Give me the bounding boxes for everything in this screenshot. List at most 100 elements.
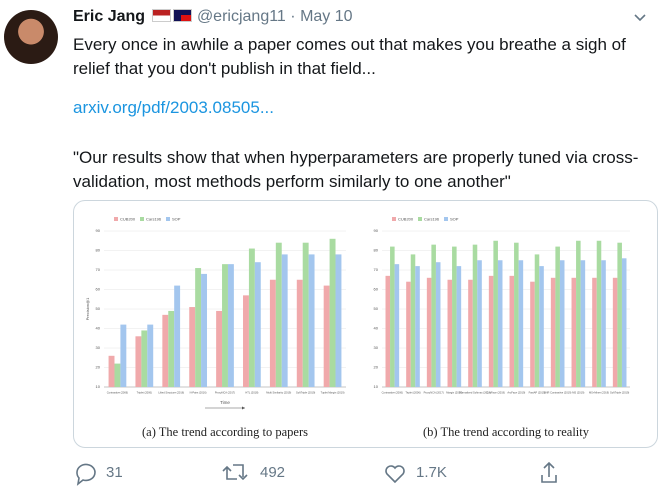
x-tick-label: Triplet (2006): [405, 391, 420, 395]
legend-swatch: [444, 217, 448, 221]
x-tick-label: Normalized Softmax (2017): [459, 391, 491, 395]
bar: [617, 242, 622, 387]
bar: [174, 285, 181, 387]
bar: [612, 277, 618, 387]
bar: [592, 277, 597, 387]
bar: [468, 279, 473, 387]
x-tick-label: SoftTriple (2019): [296, 391, 315, 395]
bar: [580, 260, 586, 387]
reply-count: 31: [106, 464, 123, 481]
separator: ·: [290, 8, 296, 25]
tweet-link[interactable]: arxiv.org/pdf/2003.08505...: [73, 98, 274, 117]
y-tick-label: 20: [96, 365, 101, 370]
y-tick-label: 10: [374, 384, 379, 389]
bar: [406, 281, 411, 387]
bar: [426, 277, 432, 387]
bar: [509, 275, 515, 387]
y-tick-label: 70: [96, 267, 101, 272]
flags: [173, 9, 193, 22]
y-tick-label: 60: [96, 287, 101, 292]
bar: [559, 260, 565, 387]
y-tick-label: 30: [374, 345, 379, 350]
bar: [576, 240, 581, 387]
x-tick-label: HTL (2018): [245, 391, 258, 395]
chart-image: 10 20 30 40 50 60 70 80 90 Precision@1 CUB200 Cars1…: [85, 217, 630, 439]
bar: [596, 240, 602, 387]
y-tick-label: 60: [374, 287, 379, 292]
y-tick-label: 10: [96, 384, 101, 389]
bar: [141, 330, 148, 387]
legend-swatch: [166, 217, 170, 221]
bar: [621, 258, 627, 387]
bar: [114, 363, 121, 387]
bar: [269, 279, 276, 387]
legend-label: CUB200: [398, 217, 414, 222]
bar: [243, 295, 249, 387]
like-button[interactable]: [385, 465, 405, 484]
x-tick-label: Tuplet Margin (2019): [321, 391, 345, 395]
legend-label: Cars196: [146, 217, 162, 222]
legend-label: SOP: [450, 217, 459, 222]
avatar[interactable]: [4, 10, 58, 64]
y-axis-label: Precision@1: [85, 297, 90, 321]
y-tick-label: 70: [374, 267, 379, 272]
y-tick-label: 80: [374, 248, 379, 253]
bar: [120, 324, 127, 387]
reply-button[interactable]: [76, 463, 96, 486]
bar: [302, 242, 309, 387]
retweet-button[interactable]: [222, 464, 248, 481]
x-tick-label: ProxyNCA (2017): [215, 391, 235, 395]
bar: [281, 254, 288, 387]
y-tick-label: 50: [96, 306, 101, 311]
x-tick-label: Multi Similarity (2019): [266, 391, 291, 395]
bar: [550, 277, 556, 387]
x-tick-label: MS+Miner (2019): [589, 391, 609, 395]
bar: [539, 266, 544, 387]
bar: [168, 310, 175, 387]
bar: [435, 262, 441, 387]
bar: [477, 260, 482, 387]
action-bar: 31 492 1.7K: [76, 461, 557, 486]
bar: [472, 244, 478, 387]
bar: [447, 279, 453, 387]
legend-label: Cars196: [424, 217, 440, 222]
legend-swatch: [114, 217, 118, 221]
y-tick-label: 90: [96, 228, 101, 233]
media[interactable]: 10 20 30 40 50 60 70 80 90 Precision@1 CUB200 Cars1…: [73, 200, 658, 448]
x-tick-label: MS (2019): [572, 391, 584, 395]
bar: [147, 324, 154, 387]
y-tick-label: 20: [374, 365, 379, 370]
author-name[interactable]: Eric Jang: [73, 8, 146, 25]
bar: [555, 246, 560, 387]
legend-label: SOP: [172, 217, 181, 222]
menu-chevron[interactable]: [632, 12, 648, 24]
bar: [530, 281, 535, 387]
handle[interactable]: @ericjang11: [196, 8, 286, 25]
x-tick-label: SNR Contrastive (2019): [544, 391, 572, 395]
share-button[interactable]: [541, 461, 557, 483]
bar: [189, 307, 196, 387]
date[interactable]: May 10: [300, 8, 353, 25]
x-tick-label: Lifted Structure (2016): [158, 391, 184, 395]
x-tick-label: Contrastive (2006): [382, 391, 403, 395]
x-tick-label: Triplet (2006): [137, 391, 152, 395]
bar: [329, 238, 336, 387]
y-tick-label: 40: [96, 326, 101, 331]
x-tick-label: N-Pairs (2016): [190, 391, 207, 395]
bar: [227, 264, 234, 387]
bar: [323, 285, 330, 387]
x-tick-label: ProxyNCA (2017): [424, 391, 444, 395]
x-tick-label: FastAP (2019): [529, 391, 546, 395]
bar: [162, 314, 169, 387]
x-tick-label: SoftTriple (2019): [610, 391, 629, 395]
bar: [216, 310, 223, 387]
bar: [514, 242, 519, 387]
bar: [296, 279, 303, 387]
bar: [222, 264, 228, 387]
y-tick-label: 40: [374, 326, 379, 331]
bar: [534, 254, 540, 387]
x-tick-label: ArcFace (2019): [507, 391, 525, 395]
bar: [308, 254, 315, 387]
y-tick-label: 90: [374, 228, 379, 233]
